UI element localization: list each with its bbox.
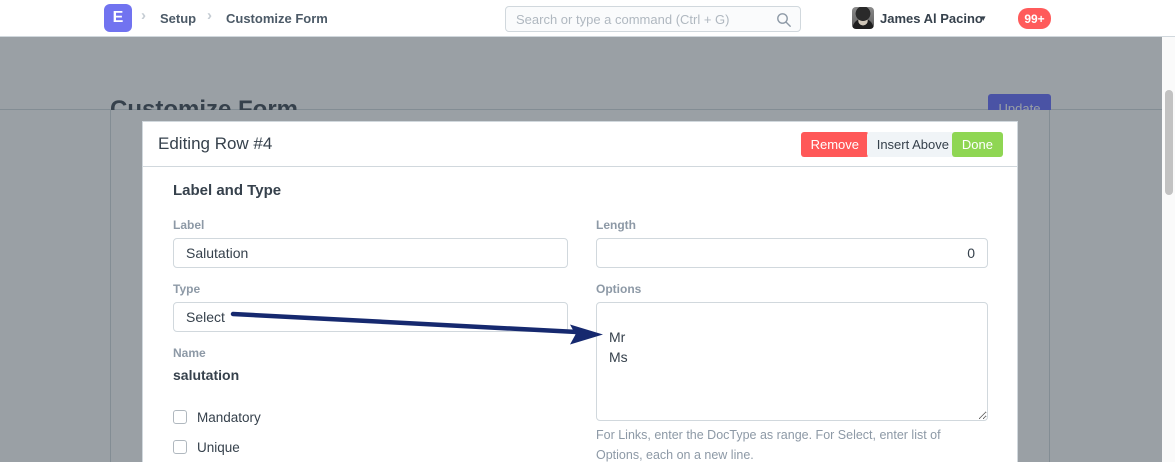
navbar: E › Setup › Customize Form James Al Paci…: [0, 0, 1175, 37]
editing-row-title: Editing Row #4: [158, 134, 273, 153]
remove-button[interactable]: Remove: [800, 132, 869, 157]
length-field-input[interactable]: [596, 238, 988, 268]
user-menu[interactable]: James Al Pacino: [880, 11, 983, 26]
scrollbar-track[interactable]: [1162, 37, 1175, 462]
name-field-value: salutation: [173, 367, 240, 383]
unique-checkbox-row[interactable]: Unique: [173, 439, 240, 455]
unique-checkbox[interactable]: [173, 440, 187, 454]
mandatory-checkbox[interactable]: [173, 410, 187, 424]
chevron-right-icon: ›: [141, 7, 146, 24]
name-field-label: Name: [173, 346, 206, 360]
length-field-label: Length: [596, 218, 636, 232]
search-input[interactable]: [506, 7, 800, 31]
scrollbar-thumb[interactable]: [1164, 90, 1173, 195]
options-field-label: Options: [596, 282, 642, 296]
search-icon: [777, 13, 791, 27]
chevron-right-icon: ›: [207, 7, 212, 24]
label-field-label: Label: [173, 218, 205, 232]
user-avatar[interactable]: [852, 7, 874, 29]
done-button[interactable]: Done: [951, 132, 1003, 157]
label-field-input[interactable]: [173, 238, 568, 268]
breadcrumb-customize-form[interactable]: Customize Form: [226, 11, 328, 26]
mandatory-checkbox-row[interactable]: Mandatory: [173, 409, 261, 425]
editing-row-panel: Editing Row #4 Remove Insert Above Done …: [142, 121, 1018, 462]
options-field-description: For Links, enter the DocType as range. F…: [596, 428, 941, 462]
type-field-select[interactable]: [173, 302, 568, 332]
global-search: [505, 6, 801, 32]
chevron-down-icon: ▾: [981, 13, 986, 23]
section-title: Label and Type: [173, 182, 282, 199]
breadcrumb-setup[interactable]: Setup: [160, 11, 197, 26]
unique-checkbox-label: Unique: [197, 439, 240, 455]
editing-row-header: Editing Row #4 Remove Insert Above Done: [143, 122, 1017, 167]
app-logo[interactable]: E: [104, 4, 132, 32]
notifications-badge[interactable]: 99+: [1018, 8, 1051, 29]
insert-above-button[interactable]: Insert Above: [866, 132, 959, 157]
mandatory-checkbox-label: Mandatory: [197, 409, 261, 425]
options-field-textarea[interactable]: Mr Ms: [596, 302, 988, 421]
type-field-label: Type: [173, 282, 201, 296]
